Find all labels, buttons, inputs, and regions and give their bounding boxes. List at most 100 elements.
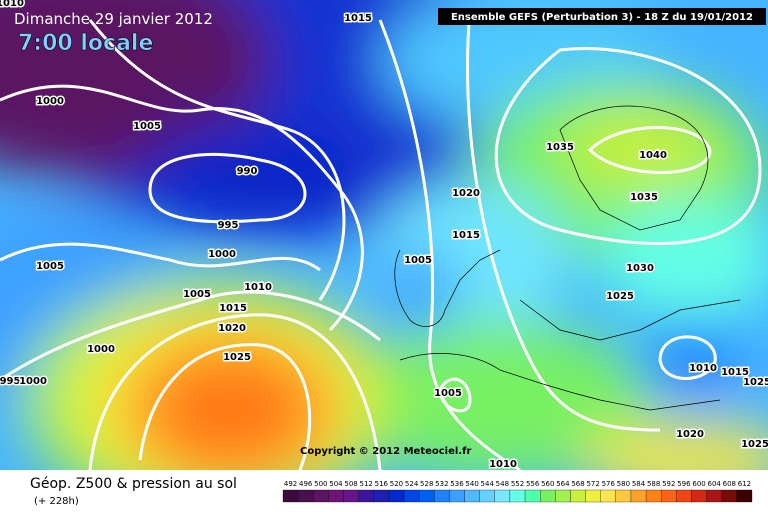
scale-label: 540 — [465, 480, 478, 488]
scale-label: 544 — [481, 480, 495, 488]
isobar-label: 1020 — [218, 323, 246, 334]
scale-label: 516 — [375, 480, 389, 488]
scale-label: 612 — [738, 480, 751, 488]
scale-label: 552 — [511, 480, 524, 488]
scale-swatch — [282, 489, 299, 503]
scale-swatch — [691, 489, 707, 503]
scale-label: 604 — [707, 480, 721, 488]
isobar-label: 1010 — [244, 282, 272, 293]
isobar-label: 1035 — [630, 192, 658, 203]
coastlines — [394, 105, 741, 411]
isobar-label: 1010 — [689, 363, 717, 374]
scale-label: 588 — [647, 480, 660, 488]
isobar-label: 1025 — [223, 352, 251, 363]
isobar-label: 1005 — [36, 261, 64, 272]
scale-swatch — [570, 489, 586, 503]
scale-swatch — [661, 489, 677, 503]
isobar-label: 1000 — [208, 249, 236, 260]
isobar-label: 1000 — [19, 376, 47, 387]
isobar-label: 1000 — [36, 96, 64, 107]
isobar-label: 1005 — [133, 121, 161, 132]
copyright: Copyright © 2012 Meteociel.fr — [300, 446, 471, 457]
isobar-label: 1015 — [452, 230, 480, 241]
scale-swatch — [676, 489, 692, 503]
scale-swatch — [645, 489, 662, 503]
scale-label: 568 — [571, 480, 584, 488]
scale-swatch — [388, 489, 405, 503]
isobar-label: 1010 — [0, 0, 24, 9]
isobar-label: 1025 — [743, 377, 768, 388]
date: Dimanche 29 janvier 2012 — [14, 10, 213, 28]
scale-swatch — [509, 489, 526, 503]
isobar-label: 1005 — [183, 289, 211, 300]
scale-swatch — [600, 489, 616, 503]
scale-swatch — [419, 489, 435, 503]
scale-label: 532 — [435, 480, 448, 488]
scale-label: 524 — [405, 480, 419, 488]
scale-label: 572 — [586, 480, 599, 488]
scale-label: 512 — [360, 480, 373, 488]
scale-swatch — [615, 489, 632, 503]
scale-swatch — [373, 489, 390, 503]
isobar-label: 1020 — [676, 429, 704, 440]
isobar-label: 1005 — [404, 255, 432, 266]
footer-lead: (+ 228h) — [34, 496, 79, 507]
scale-label: 608 — [723, 480, 736, 488]
scale-swatch — [343, 489, 359, 503]
isobar-labels: 1010101510001005990103510401020103599510… — [0, 0, 768, 472]
scale-swatch — [736, 489, 753, 503]
scale-swatch — [585, 489, 601, 503]
time: 7:00 locale — [18, 31, 153, 56]
isobar-label: 1035 — [546, 142, 574, 153]
scale-swatch — [449, 489, 465, 503]
isobar-label: 1025 — [741, 439, 768, 450]
isobar-label: 1010 — [489, 459, 517, 470]
isobar-label: 995 — [0, 376, 20, 387]
scale-label: 580 — [617, 480, 630, 488]
model-box — [438, 8, 766, 25]
scale-swatch — [494, 489, 511, 503]
scale-label: 592 — [662, 480, 675, 488]
isobar-label: 1015 — [721, 367, 749, 378]
scale-label: 536 — [450, 480, 464, 488]
scale-label: 504 — [329, 480, 343, 488]
isobar-label: 1000 — [87, 344, 115, 355]
scale-swatch — [328, 489, 344, 503]
scale-label: 528 — [420, 480, 433, 488]
scale-swatch — [464, 489, 480, 503]
isobar-label: 1040 — [639, 150, 667, 161]
scale-swatch — [434, 489, 450, 503]
scale-label: 564 — [556, 480, 570, 488]
scale-label: 500 — [314, 480, 327, 488]
scale-label: 596 — [677, 480, 691, 488]
isobar-label: 990 — [237, 166, 258, 177]
scale-label: 576 — [602, 480, 616, 488]
scale-label: 508 — [344, 480, 357, 488]
color-scale: 492 496 500 504 508 512 516 520 524 528 532 536 540 5… — [282, 480, 753, 503]
scale-swatch — [540, 489, 556, 503]
isobar-label: 1030 — [626, 263, 654, 274]
scale-swatch — [403, 489, 420, 503]
isobars — [0, 9, 762, 470]
isobar-label: 1005 — [434, 388, 462, 399]
scale-label: 496 — [299, 480, 313, 488]
scale-swatch — [313, 489, 329, 503]
scale-swatch — [555, 489, 571, 503]
scale-swatch — [721, 489, 738, 503]
isobar-label: 1015 — [219, 303, 247, 314]
scale-label: 560 — [541, 480, 554, 488]
model-info: Ensemble GEFS (Perturbation 3) - 18 Z du… — [451, 12, 753, 23]
scale-label: 520 — [390, 480, 403, 488]
scale-label: 492 — [284, 480, 297, 488]
scale-swatch — [479, 489, 495, 503]
scale-label: 556 — [526, 480, 540, 488]
scale-swatch — [358, 489, 374, 503]
isobar-label: 995 — [218, 220, 239, 231]
scale-swatch — [297, 489, 314, 503]
footer-title: Géop. Z500 & pression au sol — [30, 476, 237, 492]
scale-label: 584 — [632, 480, 646, 488]
scale-swatch — [706, 489, 722, 503]
scale-swatch — [630, 489, 647, 503]
